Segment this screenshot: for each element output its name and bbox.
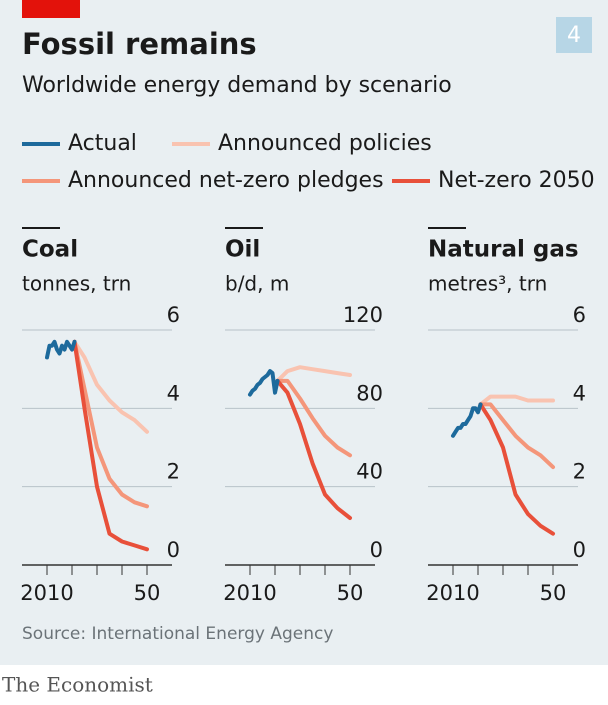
y-tick-label: 0 — [573, 538, 586, 562]
y-tick-label: 6 — [573, 303, 586, 327]
subtitle: Worldwide energy demand by scenario — [22, 73, 452, 98]
x-tick-label: 50 — [337, 581, 364, 605]
x-tick-label: 2010 — [20, 581, 73, 605]
x-tick-label: 50 — [540, 581, 567, 605]
line-series — [478, 402, 555, 536]
line-series — [72, 339, 149, 509]
y-tick-label: 2 — [167, 460, 180, 484]
line-series — [478, 394, 555, 407]
line-series — [478, 402, 555, 470]
legend-label: Actual — [68, 131, 137, 156]
legend-label: Announced net-zero pledges — [68, 168, 384, 193]
y-axis-label: metres³, trn — [428, 272, 547, 296]
panel-title: Natural gas — [428, 237, 579, 263]
panel-title: Coal — [22, 237, 78, 263]
red-tag — [22, 0, 80, 18]
y-tick-label: 6 — [167, 303, 180, 327]
line-series — [275, 378, 352, 520]
x-tick-label: 2010 — [426, 581, 479, 605]
y-tick-label: 120 — [343, 303, 383, 327]
legend-label: Announced policies — [218, 131, 432, 156]
background — [0, 0, 608, 665]
x-tick-label: 2010 — [223, 581, 276, 605]
line-series — [248, 369, 280, 397]
panel-title: Oil — [225, 237, 260, 263]
legend-label: Net-zero 2050 — [438, 168, 595, 193]
y-axis-label: tonnes, trn — [22, 272, 131, 296]
y-tick-label: 4 — [167, 381, 180, 405]
title: Fossil remains — [22, 27, 257, 61]
y-axis-label: b/d, m — [225, 272, 289, 296]
line-series — [451, 402, 483, 438]
y-tick-label: 0 — [167, 538, 180, 562]
y-tick-label: 4 — [573, 381, 586, 405]
y-tick-label: 0 — [370, 538, 383, 562]
line-series — [275, 378, 352, 458]
badge-box — [556, 17, 592, 53]
x-tick-label: 50 — [134, 581, 161, 605]
line-series — [275, 365, 352, 383]
source: Source: International Energy Agency — [22, 624, 333, 644]
y-tick-label: 40 — [356, 460, 383, 484]
y-tick-label: 2 — [573, 460, 586, 484]
line-series — [72, 339, 149, 552]
line-series — [72, 339, 149, 434]
y-tick-label: 80 — [356, 381, 383, 405]
line-series — [45, 339, 77, 360]
badge: 4 — [567, 23, 581, 48]
brand: The Economist — [2, 673, 153, 697]
